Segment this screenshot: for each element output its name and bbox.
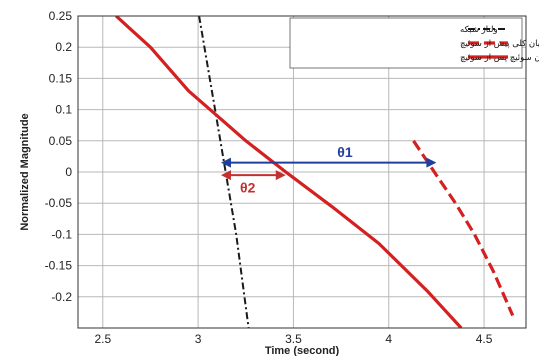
x-tick-label: 2.5 xyxy=(94,332,111,346)
annotation-label-2: θ2 xyxy=(240,180,256,196)
x-tick-label: 3.5 xyxy=(285,332,302,346)
legend-label-2: جریان کلی پیش از سوئیچ xyxy=(460,39,539,49)
plot-frame xyxy=(77,15,527,329)
annotation-arrowhead xyxy=(275,170,286,181)
series-line-3 xyxy=(115,16,463,328)
y-tick-label: -0.2 xyxy=(51,290,72,304)
x-tick-label: 3 xyxy=(195,332,202,346)
annotation-arrowhead xyxy=(426,157,437,168)
annotation-label-1: θ1 xyxy=(337,144,353,160)
y-tick-label: -0.05 xyxy=(45,196,73,210)
legend-label-3: جریان سوئیچ پس از سوئیچ xyxy=(460,53,539,63)
y-tick-labels: 0.25 0.2 0.15 0.1 0.05 0 -0.05 -0.1 -0.15 -0.2 xyxy=(45,9,73,304)
y-tick-label: -0.1 xyxy=(51,227,72,241)
annotation-arrowhead xyxy=(220,170,231,181)
y-tick-label: -0.15 xyxy=(45,259,73,273)
y-tick-label: 0.25 xyxy=(49,9,73,23)
legend-label-1: ولتاژ شبکه xyxy=(460,25,498,35)
y-tick-label: 0.15 xyxy=(49,71,73,85)
y-tick-label: 0.1 xyxy=(55,103,72,117)
legend-box xyxy=(289,17,523,69)
series-group xyxy=(115,16,515,328)
series-line-1 xyxy=(198,16,250,328)
annotations-group: θ1 θ2 xyxy=(220,144,437,196)
y-tick-label: 0.2 xyxy=(55,40,72,54)
y-axis-title: Normalized Magnitude xyxy=(19,113,31,230)
series-line-2 xyxy=(412,139,515,317)
x-tick-labels: 2.5 3 3.5 4 4.5 xyxy=(94,332,492,346)
x-tick-label: 4.5 xyxy=(476,332,493,346)
legend: ولتاژ شبکه جریان کلی پیش از سوئیچ جریان سو… xyxy=(289,17,539,69)
x-axis-title: Time (second) xyxy=(265,345,340,356)
annotation-arrowhead xyxy=(220,157,231,168)
y-tick-label: 0 xyxy=(65,165,72,179)
y-tick-label: 0.05 xyxy=(49,134,73,148)
x-tick-label: 4 xyxy=(385,332,392,346)
